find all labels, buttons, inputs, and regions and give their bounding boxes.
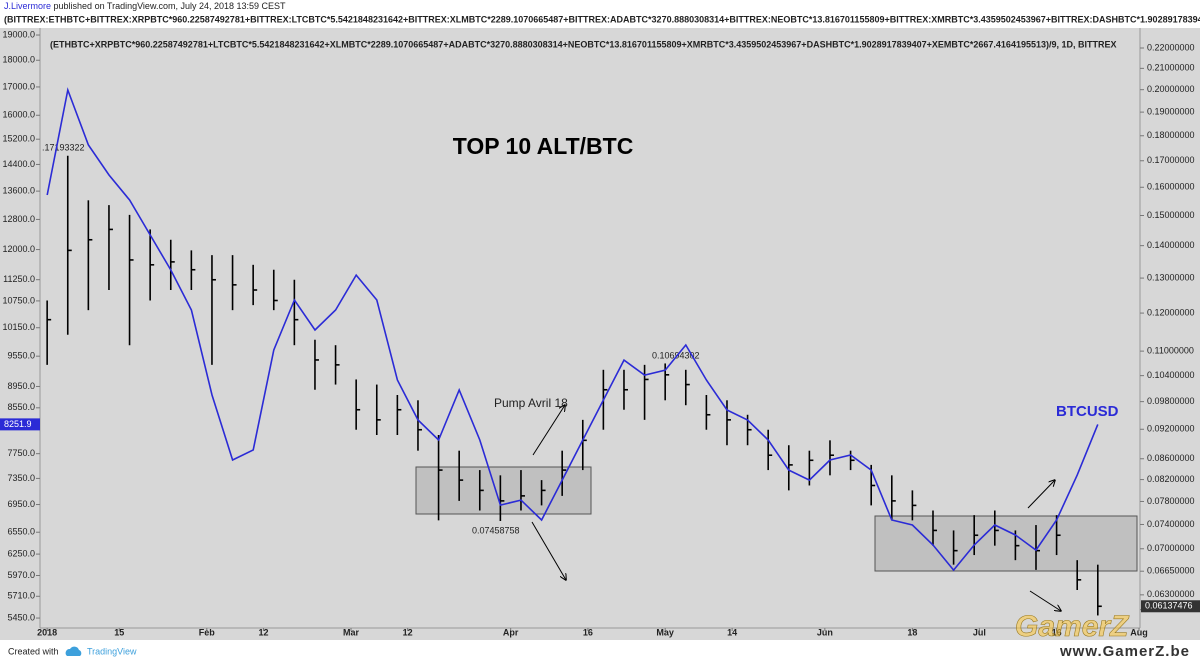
footer-text: Created with	[8, 646, 59, 656]
x-tick-label: 16	[1052, 627, 1062, 637]
y2-tick-label: 0.08200000	[1147, 474, 1195, 484]
y-tick-label: 8950.0	[7, 381, 35, 391]
arrow	[1029, 590, 1061, 611]
legend-entry: BTCUSD	[1056, 403, 1119, 420]
y-tick-label: 7750.0	[7, 448, 35, 458]
y2-tick-label: 0.07400000	[1147, 519, 1195, 529]
y-tick-label: 9550.0	[7, 351, 35, 361]
x-tick-label: May	[656, 627, 674, 637]
x-tick-label: Aug	[1130, 627, 1148, 637]
tv-logo	[65, 646, 82, 656]
x-tick-label: Feb	[199, 627, 216, 637]
y-tick-label: 12800.0	[2, 214, 35, 224]
x-tick-label: 2018	[37, 627, 57, 637]
x-tick-label: 12	[258, 627, 268, 637]
y-tick-label: 7350.0	[7, 473, 35, 483]
x-tick-label: Jul	[973, 627, 986, 637]
y-tick-label: 10750.0	[2, 295, 35, 305]
y-tick-label: 6550.0	[7, 527, 35, 537]
y-tick-label: 6950.0	[7, 499, 35, 509]
y2-tick-label: 0.16000000	[1147, 182, 1195, 192]
watermark-logo: GamerZ	[1015, 610, 1130, 643]
y2-tick-label: 0.15000000	[1147, 210, 1195, 220]
annotation: 0.10694302	[652, 350, 700, 360]
y2-tick-label: 0.10400000	[1147, 370, 1195, 380]
y2-tick-label: 0.17000000	[1147, 155, 1195, 165]
symbol: (BITTREX:ETHBTC+BITTREX:XRPBTC*960.22587…	[4, 14, 1200, 24]
annotation: 0.07458758	[472, 525, 520, 535]
y2-tick-label: 0.18000000	[1147, 130, 1195, 140]
author: J.Livermore	[4, 1, 51, 11]
price-tag-label: 8251.9	[4, 419, 32, 429]
y2-tick-label: 0.19000000	[1147, 106, 1195, 116]
x-tick-label: Mar	[343, 627, 360, 637]
y2-tick-label: 0.20000000	[1147, 84, 1195, 94]
line-series	[46, 87, 1099, 572]
price-tag-label: 0.06137476	[1145, 601, 1193, 611]
x-tick-label: 18	[907, 627, 917, 637]
y2-tick-label: 0.07000000	[1147, 543, 1195, 553]
arrow	[532, 405, 565, 456]
y-tick-label: 5970.0	[7, 570, 35, 580]
x-tick-label: 12	[403, 627, 413, 637]
chart-title: TOP 10 ALT/BTC	[453, 133, 634, 159]
arrow	[531, 521, 566, 580]
y2-tick-label: 0.06650000	[1147, 566, 1195, 576]
header-line: J.Livermore published on TradingView.com…	[4, 1, 286, 11]
y2-tick-label: 0.09800000	[1147, 396, 1195, 406]
y-tick-label: 5450.0	[7, 612, 35, 622]
y2-tick-label: 0.09200000	[1147, 424, 1195, 434]
y2-tick-label: 0.13000000	[1147, 272, 1195, 282]
chart-area	[0, 28, 1200, 640]
series-legend: (ETHBTC+XRPBTC*960.22587492781+LTCBTC*5.…	[50, 39, 1117, 49]
x-tick-label: Apr	[503, 627, 519, 637]
y-tick-label: 8550.0	[7, 402, 35, 412]
annotation: Pump Avril 18	[494, 396, 568, 410]
published: published on TradingView.com, July 24, 2…	[54, 1, 286, 11]
x-tick-label: 16	[583, 627, 593, 637]
watermark-url: www.GamerZ.be	[1059, 643, 1190, 660]
y-tick-label: 15200.0	[2, 134, 35, 144]
y-tick-label: 14400.0	[2, 159, 35, 169]
y2-tick-label: 0.22000000	[1147, 42, 1195, 52]
footer-brand: TradingView	[87, 646, 137, 656]
y-tick-label: 12000.0	[2, 244, 35, 254]
x-tick-label: 15	[114, 627, 124, 637]
y2-tick-label: 0.08600000	[1147, 453, 1195, 463]
y-tick-label: 5710.0	[7, 591, 35, 601]
y-tick-label: 11250.0	[3, 274, 35, 284]
y2-tick-label: 0.21000000	[1147, 63, 1195, 73]
y-tick-label: 18000.0	[2, 55, 35, 65]
y-tick-label: 17000.0	[2, 81, 35, 91]
y-tick-label: 10150.0	[2, 322, 35, 332]
y-tick-label: 19000.0	[2, 29, 35, 39]
y-tick-label: 6250.0	[7, 548, 35, 558]
x-tick-label: Jun	[817, 627, 833, 637]
price-tag	[1141, 600, 1200, 613]
arrow	[1027, 480, 1055, 509]
y2-tick-label: 0.12000000	[1147, 307, 1195, 317]
y-tick-label: 16000.0	[2, 110, 35, 120]
range-box	[874, 515, 1138, 572]
y2-tick-label: 0.07800000	[1147, 496, 1195, 506]
y2-tick-label: 0.11000000	[1147, 345, 1194, 355]
x-tick-label: 14	[727, 627, 737, 637]
y2-tick-label: 0.14000000	[1147, 240, 1195, 250]
y2-tick-label: 0.06300000	[1147, 589, 1195, 599]
annotation: .17193322	[42, 142, 85, 152]
price-tag	[0, 418, 40, 431]
plot: 19000.0 18000.0 17000.0 16000.0 15200.0 14400…	[0, 29, 1200, 637]
y-tick-label: 13600.0	[2, 186, 35, 196]
